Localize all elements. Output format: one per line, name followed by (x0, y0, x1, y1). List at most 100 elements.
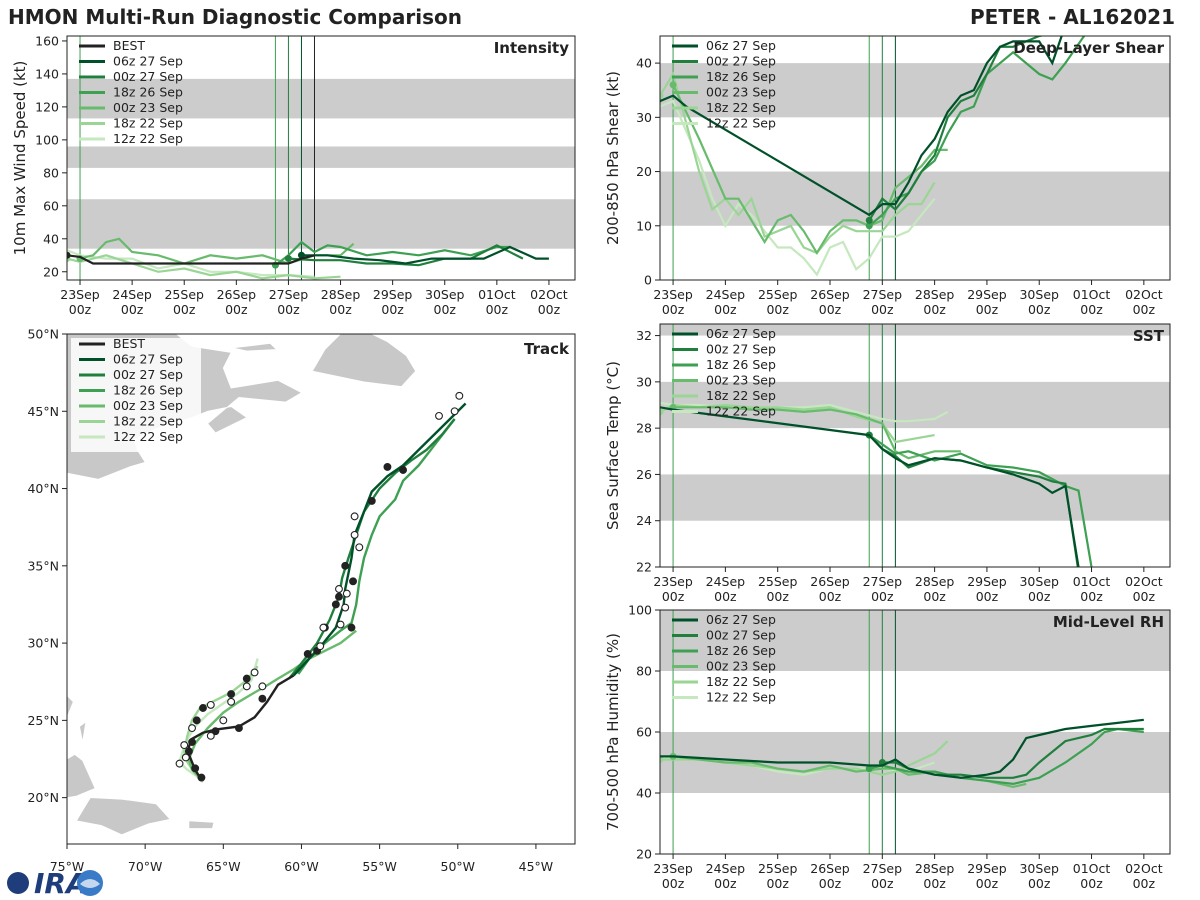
track-marker-00z (349, 577, 357, 586)
track-marker-00z (192, 716, 201, 725)
rh-plot-area (660, 610, 1170, 854)
track-marker-12z (180, 741, 189, 750)
shear-xtick-date: 02Oct (1125, 287, 1163, 302)
track-marker-00z (347, 623, 356, 632)
sst-ylabel: Sea Surface Temp (°C) (604, 361, 622, 530)
rh-xtick-hour: 00z (1080, 876, 1103, 891)
shear-ytick-label: 20 (636, 164, 652, 179)
rh-xtick-hour: 00z (871, 876, 894, 891)
intensity-xtick-date: 25Sep (164, 287, 204, 302)
shear-xtick-date: 23Sep (653, 287, 693, 302)
track-marker-12z (342, 589, 351, 598)
sst-xtick-date: 26Sep (810, 574, 850, 589)
track-line-18z-26-sep (297, 418, 456, 675)
shear-ylabel: 200-850 hPa Shear (kt) (604, 71, 622, 245)
track-xtick-label: 65°W (206, 859, 241, 874)
cira-swirl-mark (80, 879, 100, 888)
track-ytick-label: 35°N (27, 558, 59, 573)
sst-xtick-hour: 00z (923, 589, 946, 604)
rh-title: Mid-Level RH (1053, 613, 1164, 631)
track-marker-00z (258, 694, 267, 703)
sst-series-start-12z-22-sep (643, 404, 650, 411)
sst-title: SST (1133, 327, 1165, 345)
track-marker-12z (181, 753, 190, 762)
rh-series-18z-26-sep (868, 727, 1144, 786)
shear-legend-label-5: 12z 22 Sep (706, 116, 776, 131)
intensity-legend-label-0: BEST (113, 38, 145, 53)
track-xtick-label: 50°W (441, 859, 476, 874)
intensity-xtick-date: 30Sep (425, 287, 465, 302)
track-marker-12z (188, 724, 196, 733)
track-marker-12z (250, 668, 259, 677)
track-title: Track (524, 340, 570, 358)
track-line-06z-27-sep (292, 402, 467, 677)
intensity-series-12z-22-sep (67, 249, 315, 278)
shear-ytick-label: 40 (636, 56, 652, 71)
intensity-ytick-label: 20 (43, 264, 59, 279)
track-marker-00z (199, 704, 207, 712)
rh-legend-label-3: 00z 23 Sep (706, 659, 776, 674)
sst-legend-label-3: 00z 23 Sep (706, 373, 776, 388)
track-marker-00z (341, 561, 350, 570)
rh-legend-label-4: 18z 22 Sep (706, 674, 776, 689)
track-ytick-label: 20°N (27, 790, 59, 805)
shear-band-1 (660, 63, 1170, 118)
shear-ytick-label: 10 (636, 218, 652, 233)
intensity-xtick-hour: 00z (69, 302, 92, 317)
intensity-ytick-label: 160 (35, 33, 59, 48)
track-legend-label-6: 12z 22 Sep (113, 429, 183, 444)
track-line-12z-22-sep (178, 658, 259, 784)
track-marker-00z (234, 724, 243, 733)
rh-xtick-hour: 00z (923, 876, 946, 891)
intensity-ytick-label: 40 (43, 231, 59, 246)
intensity-legend-label-5: 18z 22 Sep (113, 116, 183, 131)
rh-xtick-hour: 00z (976, 876, 999, 891)
sst-xtick-hour: 00z (714, 589, 737, 604)
intensity-ytick-label: 100 (35, 132, 59, 147)
sst-panel: 22242628303223Sep00z24Sep00z25Sep00z26Se… (604, 323, 1171, 604)
sst-legend-label-0: 06z 27 Sep (706, 326, 776, 341)
sst-ytick-label: 24 (636, 513, 652, 528)
shear-legend-label-0: 06z 27 Sep (706, 38, 776, 53)
track-legend-label-2: 00z 27 Sep (113, 367, 183, 382)
track-xtick-label: 45°W (519, 859, 554, 874)
shear-xtick-date: 29Sep (967, 287, 1007, 302)
sst-series-18z-26-sep (868, 434, 1093, 567)
intensity-series-18z-26-sep (274, 240, 510, 267)
rh-legend-label-5: 12z 22 Sep (706, 690, 776, 705)
intensity-series-start-best (67, 251, 71, 259)
rh-xtick-date: 24Sep (706, 861, 746, 876)
rh-legend-label-2: 18z 26 Sep (706, 643, 776, 658)
rh-band-1 (660, 610, 1170, 671)
track-ytick-label: 50°N (27, 327, 59, 342)
rh-xtick-date: 26Sep (810, 861, 850, 876)
rh-ytick-label: 40 (636, 786, 652, 801)
track-legend-bg (71, 338, 201, 452)
track-frame (66, 333, 576, 845)
shear-ytick-label: 30 (636, 110, 652, 125)
intensity-xtick-hour: 00z (486, 302, 509, 317)
cira-globe-icon (7, 872, 29, 894)
intensity-xtick-hour: 00z (381, 302, 404, 317)
intensity-xtick-date: 01Oct (478, 287, 516, 302)
track-marker-12z (219, 716, 228, 725)
shear-xtick-date: 28Sep (915, 287, 955, 302)
rh-xtick-date: 30Sep (1019, 861, 1059, 876)
track-marker-12z (206, 700, 215, 709)
track-xtick-label: 60°W (284, 859, 319, 874)
shear-legend-label-1: 00z 27 Sep (706, 54, 776, 69)
track-marker-12z (258, 682, 267, 691)
sst-ytick-label: 22 (636, 560, 652, 575)
sst-band-2 (660, 324, 1170, 336)
shear-xtick-date: 26Sep (810, 287, 850, 302)
track-line-00z-27-sep (288, 418, 456, 680)
sst-xtick-date: 01Oct (1073, 574, 1111, 589)
rh-ylabel: 700-500 hPa Humidity (%) (604, 633, 622, 831)
track-panel: 75°W 70°W 65°W 60°W 55°W 50°W 45°W 20°N 25°N 30°N… (27, 327, 576, 874)
sst-xtick-date: 27Sep (863, 574, 903, 589)
track-line-best (187, 674, 295, 779)
sst-xtick-hour: 00z (662, 589, 685, 604)
intensity-series-18z-22-sep (67, 254, 341, 280)
shear-xtick-hour: 00z (1080, 302, 1103, 317)
